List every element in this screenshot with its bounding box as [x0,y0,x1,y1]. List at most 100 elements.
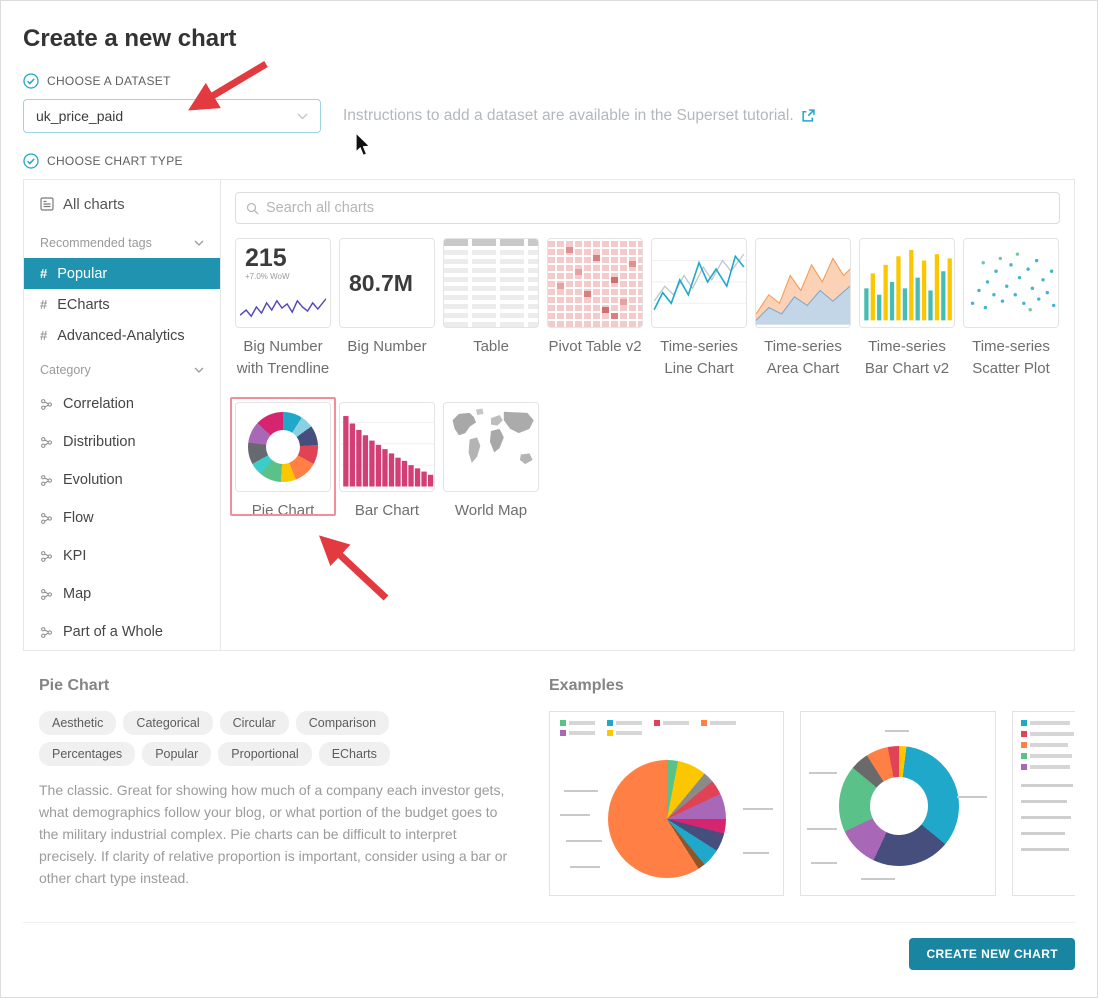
sidebar-item-map[interactable]: Map [24,575,220,613]
chart-card-label: Table [473,338,509,355]
example-image-clipped [1012,711,1075,896]
chart-detail-panel: Pie Chart Aesthetic Categorical Circular… [23,651,1075,920]
chart-search-box[interactable] [235,192,1060,224]
check-circle-icon [23,73,39,89]
step-choose-dataset: CHOOSE A DATASET [23,73,1075,89]
sidebar-item-evolution[interactable]: Evolution [24,461,220,499]
chart-card-label: Time-series Scatter Plot [972,338,1050,377]
dataset-select-value: uk_price_paid [36,108,124,124]
sidebar-item-popular[interactable]: # Popular [24,258,220,289]
chart-card-label: Big Number with Trendline [236,338,330,377]
category-icon [40,436,53,449]
chart-tag: Circular [219,711,289,735]
chart-card-world-map[interactable]: World Map [443,401,539,522]
example-image-donut [800,711,996,896]
search-icon [246,202,259,215]
category-icon [40,512,53,525]
chart-card-grid: 215 +7.0% WoW Big Number with Trendline … [230,238,1060,522]
sidebar-item-label: KPI [63,548,87,564]
step-label: CHOOSE A DATASET [47,74,171,88]
chart-card-label: Big Number [347,338,427,355]
chart-card-big-number[interactable]: 80.7M Big Number [339,238,435,358]
sidebar-item-label: Flow [63,510,94,526]
chart-card-label: Time-series Area Chart [764,338,842,377]
chart-card-table[interactable]: Table [443,238,539,358]
sidebar-item-part-of-a-whole[interactable]: Part of a Whole [24,613,220,650]
chart-type-sidebar: All charts Recommended tags # Popular # … [24,180,221,650]
chart-card-time-series-bar-v2[interactable]: Time-series Bar Chart v2 [859,238,955,380]
category-icon [40,550,53,563]
chart-tag: Percentages [39,742,136,766]
create-new-chart-button[interactable]: CREATE NEW CHART [909,938,1075,970]
external-link-icon[interactable] [801,109,815,123]
chart-examples: Examples [549,677,1075,896]
chart-card-time-series-line[interactable]: Time-series Line Chart [651,238,747,380]
number-sign-icon: # [40,328,48,343]
chart-tag: Aesthetic [39,711,117,735]
donut-graphic [248,411,318,482]
number-sign-icon: # [40,266,48,281]
sidebar-item-all-charts[interactable]: All charts [24,184,220,224]
wizard-footer: CREATE NEW CHART [23,922,1075,992]
thumbnail-value: 80.7M [349,269,413,296]
chart-card-pie-chart[interactable]: Pie Chart [230,396,336,522]
pie-chart-thumbnail [235,401,331,492]
sidebar-item-flow[interactable]: Flow [24,499,220,537]
sidebar-item-label: Part of a Whole [63,624,163,640]
chart-search-input[interactable] [266,200,1049,216]
pie-graphic [608,760,726,878]
dataset-instructions: Instructions to add a dataset are availa… [343,107,794,124]
sidebar-item-label: Evolution [63,472,123,488]
chart-tag: Proportional [218,742,312,766]
category-icon [40,474,53,487]
sidebar-item-kpi[interactable]: KPI [24,537,220,575]
chart-card-bar-chart[interactable]: Bar Chart [339,401,435,522]
chart-tag-list: Aesthetic Categorical Circular Compariso… [39,711,479,766]
chart-card-time-series-area[interactable]: Time-series Area Chart [755,238,851,380]
sidebar-item-advanced-analytics[interactable]: # Advanced-Analytics [24,320,220,351]
chart-tag: Comparison [295,711,390,735]
chevron-down-icon [297,113,308,120]
category-icon [40,626,53,639]
example-image-pie [549,711,784,896]
sidebar-item-label: ECharts [57,296,110,313]
chart-detail-title: Pie Chart [39,677,110,694]
chart-card-label: Time-series Line Chart [660,338,738,377]
sidebar-item-echarts[interactable]: # ECharts [24,289,220,320]
all-charts-label: All charts [63,195,125,213]
sidebar-item-label: Distribution [63,434,136,450]
chart-tag: Categorical [123,711,213,735]
number-sign-icon: # [40,297,48,312]
sidebar-item-correlation[interactable]: Correlation [24,385,220,423]
sidebar-item-distribution[interactable]: Distribution [24,423,220,461]
chart-card-label: Pivot Table v2 [548,338,642,355]
section-category[interactable]: Category [24,351,220,385]
check-circle-icon [23,153,39,169]
chart-card-time-series-scatter[interactable]: Time-series Scatter Plot [963,238,1059,380]
thumbnail-value: 215 [245,244,287,272]
chart-detail-info: Pie Chart Aesthetic Categorical Circular… [39,677,533,896]
dataset-select[interactable]: uk_price_paid [23,99,321,133]
chart-tag: Popular [142,742,212,766]
section-label-text: Recommended tags [40,236,152,250]
chart-card-label: Time-series Bar Chart v2 [864,338,950,377]
table-thumbnail [443,238,539,328]
chart-card-label: Bar Chart [354,501,420,519]
chevron-down-icon [194,240,204,246]
chart-card-pivot-table-v2[interactable]: Pivot Table v2 [547,238,643,358]
section-recommended-tags[interactable]: Recommended tags [24,224,220,258]
big-number-trendline-thumbnail: 215 +7.0% WoW [235,238,331,328]
chart-card-label: World Map [454,501,528,519]
chart-description: The classic. Great for showing how much … [39,782,508,886]
chart-card-label: Pie Chart [251,501,315,519]
chart-card-big-number-trendline[interactable]: 215 +7.0% WoW Big Number with Trendline [235,238,331,380]
chart-type-panel: All charts Recommended tags # Popular # … [23,179,1075,651]
dataset-row: uk_price_paid Instructions to add a data… [23,99,1075,133]
thumbnail-subvalue: +7.0% WoW [245,272,290,282]
big-number-thumbnail: 80.7M [339,238,435,328]
pivot-table-thumbnail [547,238,643,328]
chart-tag: ECharts [318,742,390,766]
step-choose-chart-type: CHOOSE CHART TYPE [23,153,1075,169]
examples-title: Examples [549,677,624,694]
page-title: Create a new chart [23,25,237,52]
